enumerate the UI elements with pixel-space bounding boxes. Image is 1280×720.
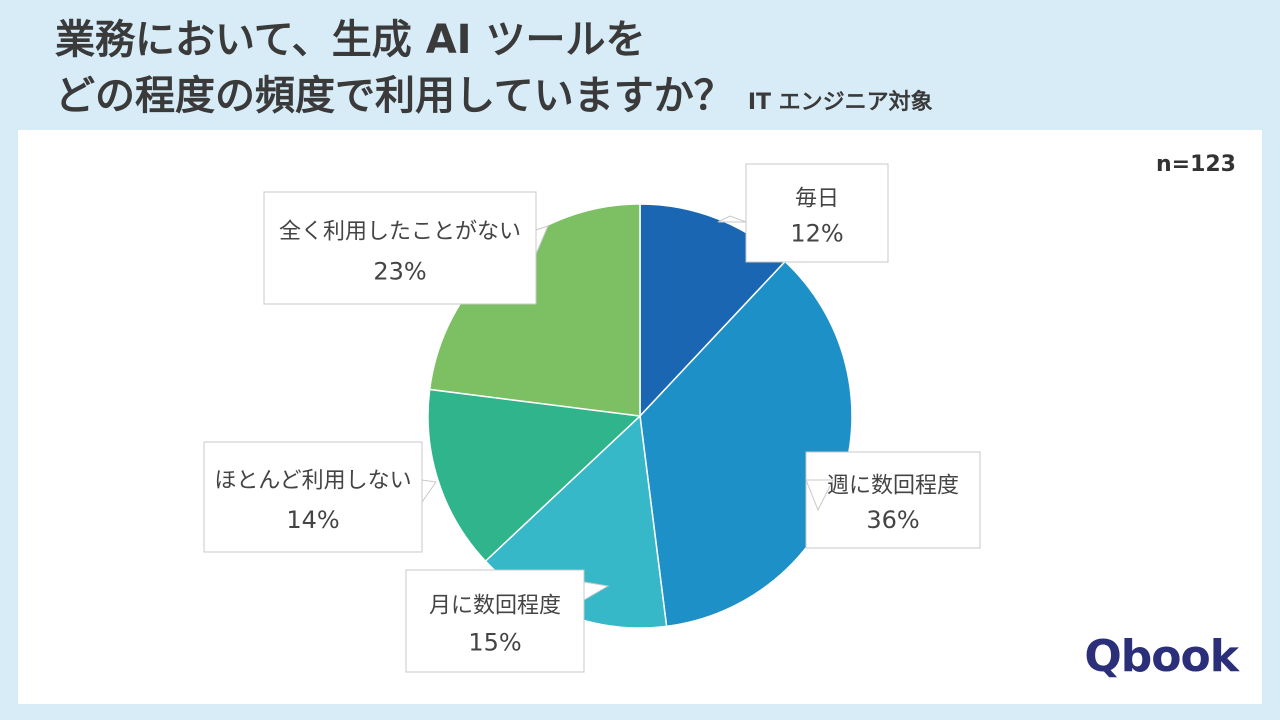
title-line-2-text: どの程度の頻度で利用していますか？ <box>55 73 734 119</box>
slice-label-3: 月に数回程度 <box>429 594 561 619</box>
pie-slice-4 <box>427 388 642 563</box>
slice-value-4: 14% <box>286 506 339 534</box>
slice-value-5: 23% <box>373 258 426 286</box>
callout-box-3 <box>405 569 585 673</box>
callout-pointer-3 <box>583 581 610 601</box>
slice-value-1: 12% <box>790 220 843 248</box>
slice-label-5: 全く利用したことがない <box>279 219 521 244</box>
title-line-1: 業務において、生成 AI ツールを <box>55 17 646 63</box>
slice-label-4: ほとんど利用しない <box>214 469 411 494</box>
callout-pointer-5 <box>535 225 549 255</box>
pie-chart: 毎日 12% 週に数回程度 36% 月に数回程度 15% ほとんど利用しない 14% 全く利用し… <box>203 163 981 673</box>
callout-box-2 <box>805 451 981 549</box>
chart-title: 業務において、生成 AI ツールを どの程度の頻度で利用していますか？ IT エン… <box>55 12 933 131</box>
slice-value-3: 15% <box>468 628 521 656</box>
chart-panel: n=123 毎日 12% 週に数回程度 36% 月に数回程度 15% ほとんど利用しない 14… <box>18 130 1262 704</box>
slice-label-1: 毎日 <box>795 186 839 211</box>
callout-pointer-2 <box>805 479 834 512</box>
callout-box-5 <box>263 191 537 305</box>
qbook-logo: Qbook <box>1084 631 1239 682</box>
pie-slices <box>427 203 853 629</box>
callout-pointer-1 <box>717 215 747 223</box>
sample-size: n=123 <box>1155 152 1236 177</box>
slice-label-2: 週に数回程度 <box>827 474 959 499</box>
pie-callouts: 毎日 12% 週に数回程度 36% 月に数回程度 15% ほとんど利用しない 14% 全く利用し… <box>203 163 981 673</box>
callout-box-4 <box>203 441 423 553</box>
title-line-2: どの程度の頻度で利用していますか？ IT エンジニア対象 <box>55 68 933 131</box>
callout-pointer-4 <box>421 479 437 504</box>
target-tag: IT エンジニア対象 <box>747 90 933 115</box>
slice-value-2: 36% <box>866 506 919 534</box>
callout-box-1 <box>745 163 889 263</box>
